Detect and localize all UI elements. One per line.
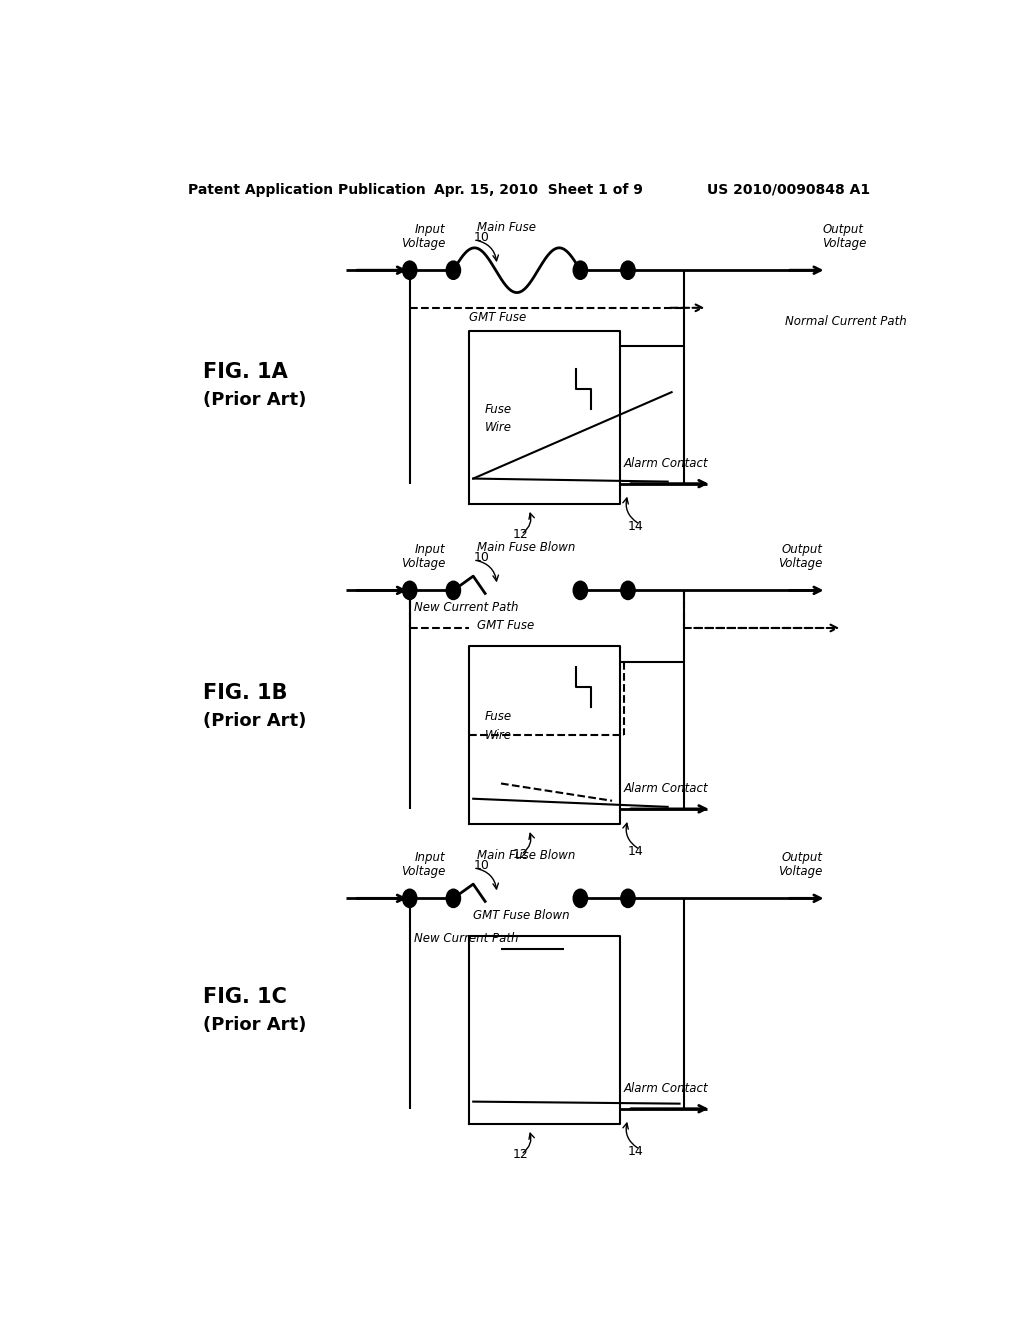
Text: 12: 12 [513,1148,528,1162]
Text: 12: 12 [513,849,528,861]
Text: GMT Fuse Blown: GMT Fuse Blown [473,909,569,923]
Circle shape [446,261,461,280]
Text: New Current Path: New Current Path [414,932,518,945]
Circle shape [402,890,417,907]
Text: Voltage: Voltage [778,557,822,570]
Text: 10: 10 [473,859,489,873]
Text: Voltage: Voltage [401,238,445,251]
Text: Wire: Wire [485,729,512,742]
Text: Voltage: Voltage [822,238,866,251]
Circle shape [446,581,461,599]
Text: Patent Application Publication: Patent Application Publication [187,183,425,197]
Text: Output: Output [781,851,822,865]
Text: Voltage: Voltage [401,557,445,570]
Text: Alarm Contact: Alarm Contact [624,1082,709,1094]
Circle shape [621,890,635,907]
Text: US 2010/0090848 A1: US 2010/0090848 A1 [708,183,870,197]
Text: FIG. 1A: FIG. 1A [204,362,288,381]
Text: Normal Current Path: Normal Current Path [785,314,907,327]
Text: Alarm Contact: Alarm Contact [624,457,709,470]
Text: Output: Output [822,223,863,236]
Text: (Prior Art): (Prior Art) [204,713,307,730]
Text: FIG. 1B: FIG. 1B [204,682,288,704]
Text: 14: 14 [628,845,644,858]
Text: 14: 14 [628,520,644,533]
Text: Input: Input [415,851,445,865]
Text: Fuse: Fuse [485,710,512,723]
Text: New Current Path: New Current Path [414,601,518,614]
Text: FIG. 1C: FIG. 1C [204,987,288,1007]
Text: GMT Fuse: GMT Fuse [469,312,526,325]
Text: (Prior Art): (Prior Art) [204,391,307,409]
Text: Fuse: Fuse [485,403,512,416]
Circle shape [573,890,588,907]
Text: (Prior Art): (Prior Art) [204,1016,307,1035]
Text: Input: Input [415,223,445,236]
Circle shape [402,581,417,599]
Text: Wire: Wire [485,421,512,434]
Text: Main Fuse Blown: Main Fuse Blown [477,849,575,862]
Circle shape [621,261,635,280]
Circle shape [621,581,635,599]
Text: Voltage: Voltage [778,866,822,878]
Text: Apr. 15, 2010  Sheet 1 of 9: Apr. 15, 2010 Sheet 1 of 9 [433,183,642,197]
Circle shape [402,261,417,280]
Text: Main Fuse: Main Fuse [477,220,537,234]
Text: 12: 12 [513,528,528,541]
Text: Input: Input [415,544,445,556]
Circle shape [573,261,588,280]
Circle shape [446,890,461,907]
Text: Alarm Contact: Alarm Contact [624,781,709,795]
Text: GMT Fuse: GMT Fuse [477,619,535,632]
Text: Main Fuse Blown: Main Fuse Blown [477,541,575,554]
Circle shape [573,581,588,599]
Text: 10: 10 [473,231,489,244]
Text: 14: 14 [628,1144,644,1158]
Text: 10: 10 [473,552,489,565]
Text: Voltage: Voltage [401,866,445,878]
Text: Output: Output [781,544,822,556]
